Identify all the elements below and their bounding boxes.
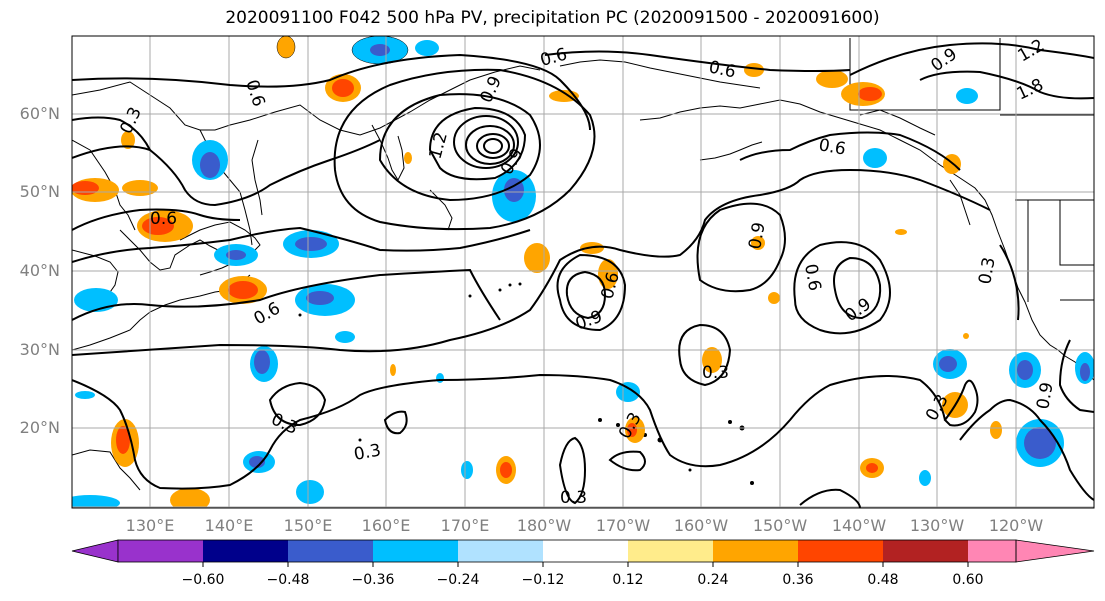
contour-label: 0.6	[241, 77, 268, 109]
contour-label: 0.6	[251, 298, 284, 329]
map-frame	[71, 35, 1095, 509]
contour-label: 0.3	[975, 256, 999, 286]
contour-label: 0.6	[538, 45, 569, 71]
colorbar-tick-label: −0.24	[436, 572, 480, 588]
lon-label: 150°W	[752, 516, 808, 535]
lon-label: 140°E	[204, 516, 254, 535]
lon-label: 170°E	[440, 516, 490, 535]
lon-label: 130°E	[125, 516, 175, 535]
lat-label: 30°N	[19, 340, 60, 359]
colorbar-tick-label: −0.12	[521, 572, 565, 588]
contour-label: 0.9	[841, 294, 875, 326]
lon-label: 160°W	[673, 516, 729, 535]
contour-label: 0.3	[268, 409, 301, 439]
colorbar-bin	[118, 540, 203, 562]
contour-label: 0.6	[150, 209, 177, 229]
colorbar-tick-label: −0.36	[351, 572, 395, 588]
contour-label: 1.2	[1015, 35, 1048, 66]
colorbar-extend-left	[71, 539, 119, 563]
lon-label: 120°W	[988, 516, 1044, 535]
lon-label: 140°W	[831, 516, 887, 535]
contour-label: 0.9	[745, 221, 769, 251]
colorbar-bin	[798, 540, 883, 562]
colorbar-tick-label: 0.12	[612, 572, 644, 588]
colorbar-bin	[203, 540, 288, 562]
pv-contours	[72, 42, 1094, 508]
contour-label: 1.8	[1014, 75, 1047, 105]
lon-label: 150°E	[283, 516, 333, 535]
lon-label: 180°W	[516, 516, 572, 535]
colorbar-bin	[458, 540, 543, 562]
contour-label: 0.6	[817, 135, 847, 159]
contour-label: 0.9	[1033, 381, 1057, 411]
contour-label: 1.2	[426, 130, 452, 161]
contour-label: 0.3	[560, 488, 587, 508]
colorbar-bin	[628, 540, 713, 562]
colorbar-tick-label: 0.60	[952, 572, 984, 588]
colorbar-tick-label: 0.48	[867, 572, 899, 588]
colorbar	[71, 539, 1095, 567]
contour-label: 0.6	[707, 57, 738, 82]
precip-shading	[72, 36, 1094, 508]
lon-label: 170°W	[595, 516, 651, 535]
colorbar-bin	[883, 540, 968, 562]
colorbar-bin	[288, 540, 373, 562]
lat-label: 50°N	[19, 182, 60, 201]
contour-label: 0.3	[116, 104, 146, 137]
colorbar-bin	[543, 540, 628, 562]
contour-label: 0.9	[476, 73, 506, 106]
colorbar-bin	[713, 540, 798, 562]
colorbar-tick-label: 0.36	[782, 572, 814, 588]
lat-label: 40°N	[19, 261, 60, 280]
colorbar-tick-label: 0.24	[697, 572, 729, 588]
lon-label: 160°E	[361, 516, 411, 535]
coastlines	[72, 38, 1094, 491]
colorbar-extend-right	[1015, 539, 1095, 563]
colorbar-bin	[373, 540, 458, 562]
lat-label: 20°N	[19, 418, 60, 437]
lat-label: 60°N	[19, 104, 60, 123]
map-title: 2020091100 F042 500 hPa PV, precipitatio…	[225, 8, 880, 28]
colorbar-bin	[968, 540, 1016, 562]
islands	[298, 282, 754, 485]
contour-label: 0.3	[702, 363, 729, 383]
contour-label: 0.6	[800, 262, 824, 292]
grid-lines	[72, 36, 1094, 508]
colorbar-tick-label: −0.48	[266, 572, 310, 588]
colorbar-tick-label: −0.60	[181, 572, 225, 588]
lon-label: 130°W	[909, 516, 965, 535]
contour-label: 0.3	[352, 441, 382, 465]
